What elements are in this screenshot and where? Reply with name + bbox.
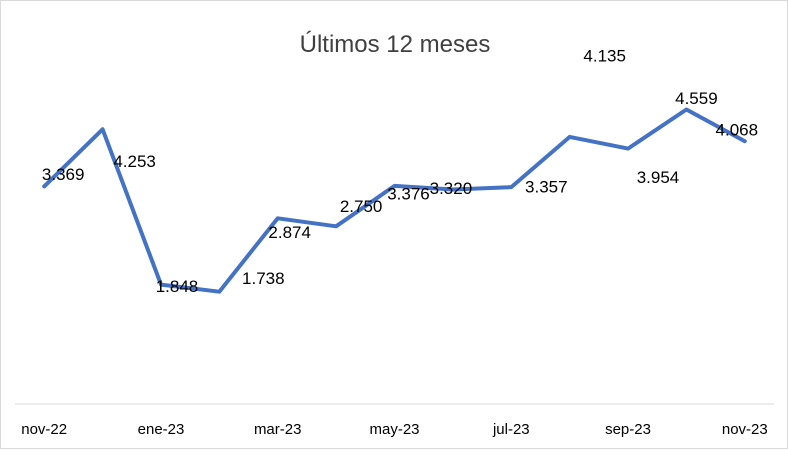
x-tick-label: ene-23 [138, 421, 185, 438]
data-label: 2.750 [340, 197, 383, 216]
data-label: 4.068 [716, 121, 759, 140]
data-label: 3.369 [42, 165, 85, 184]
data-label: 4.253 [113, 152, 156, 171]
x-tick-label: nov-23 [722, 421, 768, 438]
data-label: 3.320 [430, 179, 473, 198]
series-line [42, 107, 747, 294]
data-label: 1.738 [242, 269, 285, 288]
data-label: 2.874 [268, 223, 311, 242]
x-tick-label: sep-23 [605, 421, 651, 438]
x-tick-layer: nov-22 ene-23 mar-23 may-23 jul-23 sep-23 nov-… [21, 421, 767, 438]
x-tick-label: nov-22 [21, 421, 67, 438]
series-line-layer [42, 107, 747, 294]
data-label: 3.954 [637, 168, 680, 187]
x-tick-label: mar-23 [254, 421, 302, 438]
data-label: 1.848 [156, 277, 199, 296]
chart-title: Últimos 12 meses [299, 31, 491, 58]
x-tick-label: jul-23 [492, 421, 530, 438]
data-label: 4.559 [675, 89, 718, 108]
data-label: 3.357 [525, 178, 568, 197]
x-tick-label: may-23 [369, 421, 419, 438]
data-label: 4.135 [583, 46, 626, 65]
data-label: 3.376 [387, 184, 430, 203]
